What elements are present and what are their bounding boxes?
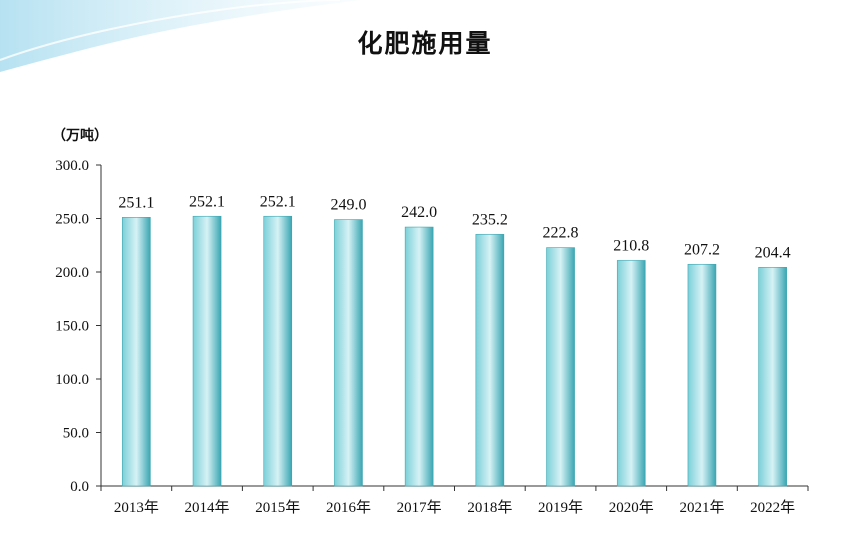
y-tick-label: 0.0	[70, 479, 89, 495]
data-label: 204.4	[755, 244, 791, 261]
x-tick-label: 2017年	[397, 499, 442, 516]
data-label: 249.0	[330, 197, 366, 214]
y-tick-label: 200.0	[55, 265, 89, 281]
data-label: 252.1	[260, 193, 296, 210]
y-tick-label: 150.0	[55, 319, 89, 335]
data-label: 210.8	[613, 237, 649, 254]
y-tick-label: 100.0	[55, 372, 89, 388]
labels: 251.1 2013年 252.1 2014年 252.1 2015年 249.0 2016年…	[114, 193, 795, 516]
data-label: 252.1	[189, 193, 225, 210]
x-tick-label: 2019年	[538, 499, 583, 516]
bar	[687, 263, 717, 487]
y-axis-unit-label: （万吨）	[52, 127, 108, 144]
data-label: 222.8	[543, 225, 579, 242]
x-tick-label: 2015年	[255, 499, 300, 516]
bar	[263, 215, 293, 487]
x-tick-label: 2021年	[679, 499, 724, 516]
bar	[758, 266, 787, 487]
x-tick-label: 2013年	[114, 499, 159, 516]
data-label: 242.0	[401, 204, 437, 221]
y-tick-label: 300.0	[55, 158, 89, 174]
x-tick-label: 2016年	[326, 499, 371, 516]
y-tick-label: 250.0	[55, 212, 89, 228]
bars	[122, 215, 787, 487]
chart-title: 化肥施用量	[357, 29, 493, 58]
data-label: 235.2	[472, 211, 508, 228]
bar	[122, 217, 151, 487]
data-label: 207.2	[684, 241, 720, 258]
data-label: 251.1	[118, 194, 154, 211]
bar	[546, 247, 575, 487]
x-tick-label: 2018年	[467, 499, 512, 516]
bar	[404, 226, 434, 487]
x-tick-label: 2014年	[185, 499, 230, 516]
bar	[192, 215, 222, 487]
y-tick-label: 50.0	[63, 426, 89, 442]
bar	[616, 260, 646, 487]
x-tick-label: 2020年	[609, 499, 654, 516]
x-tick-label: 2022年	[750, 499, 795, 516]
bar	[334, 219, 363, 487]
bar	[475, 234, 505, 487]
